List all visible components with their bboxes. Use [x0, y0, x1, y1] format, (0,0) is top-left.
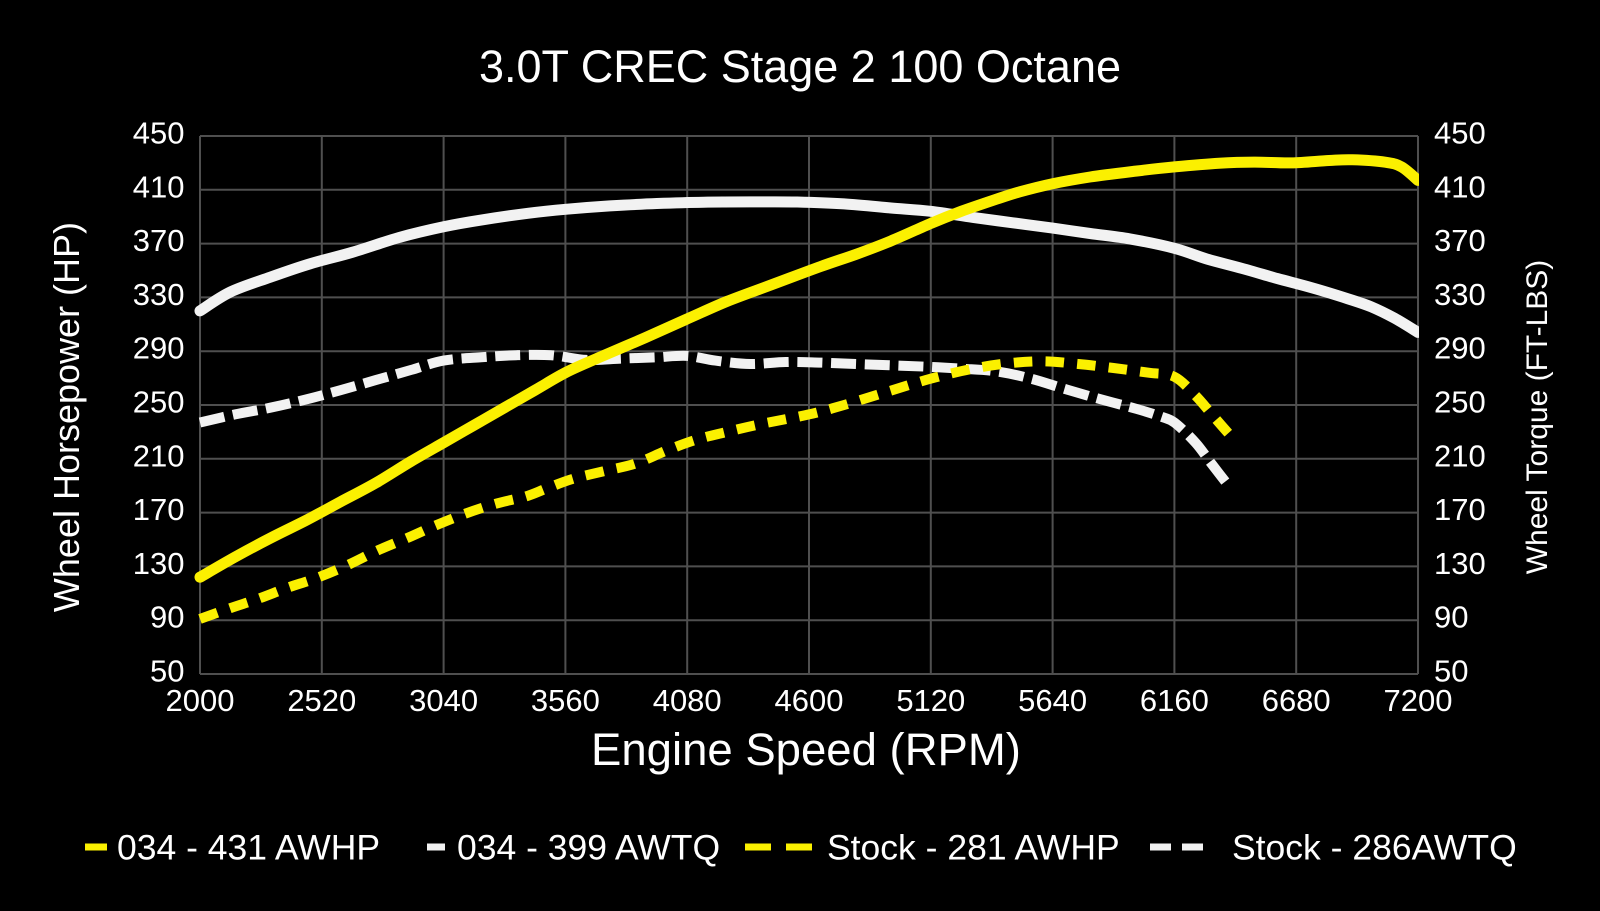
svg-text:130: 130: [133, 546, 185, 581]
svg-text:4600: 4600: [775, 683, 844, 718]
svg-text:330: 330: [133, 277, 185, 312]
svg-text:Stock - 281 AWHP: Stock - 281 AWHP: [827, 828, 1120, 868]
svg-text:210: 210: [1434, 438, 1486, 473]
svg-text:Stock - 286AWTQ: Stock - 286AWTQ: [1232, 828, 1517, 868]
svg-text:330: 330: [1434, 277, 1486, 312]
svg-text:450: 450: [133, 116, 185, 151]
svg-text:2520: 2520: [287, 683, 356, 718]
svg-text:034 - 399 AWTQ: 034 - 399 AWTQ: [457, 828, 720, 868]
svg-text:410: 410: [133, 169, 185, 204]
svg-text:Wheel Horsepower (HP): Wheel Horsepower (HP): [46, 222, 87, 612]
svg-text:6160: 6160: [1140, 683, 1209, 718]
svg-text:50: 50: [1434, 654, 1468, 689]
svg-text:290: 290: [133, 331, 185, 366]
svg-text:170: 170: [133, 492, 185, 527]
svg-text:170: 170: [1434, 492, 1486, 527]
svg-text:Engine Speed (RPM): Engine Speed (RPM): [591, 724, 1021, 775]
svg-text:450: 450: [1434, 116, 1486, 151]
svg-text:50: 50: [150, 654, 184, 689]
svg-text:250: 250: [1434, 385, 1486, 420]
svg-text:370: 370: [133, 223, 185, 258]
svg-text:410: 410: [1434, 169, 1486, 204]
svg-text:90: 90: [150, 600, 184, 635]
svg-text:5120: 5120: [896, 683, 965, 718]
svg-text:3.0T CREC Stage 2 100 Octane: 3.0T CREC Stage 2 100 Octane: [479, 41, 1121, 92]
svg-text:4080: 4080: [653, 683, 722, 718]
svg-text:290: 290: [1434, 331, 1486, 366]
svg-text:250: 250: [133, 385, 185, 420]
svg-text:90: 90: [1434, 600, 1468, 635]
svg-text:130: 130: [1434, 546, 1486, 581]
svg-text:2000: 2000: [166, 683, 235, 718]
svg-text:3040: 3040: [409, 683, 478, 718]
svg-text:3560: 3560: [531, 683, 600, 718]
svg-text:6680: 6680: [1262, 683, 1331, 718]
svg-text:210: 210: [133, 438, 185, 473]
svg-text:034 - 431 AWHP: 034 - 431 AWHP: [117, 828, 380, 868]
svg-text:Wheel Torque (FT-LBS): Wheel Torque (FT-LBS): [1521, 260, 1554, 575]
svg-text:5640: 5640: [1018, 683, 1087, 718]
svg-text:7200: 7200: [1384, 683, 1453, 718]
svg-text:370: 370: [1434, 223, 1486, 258]
